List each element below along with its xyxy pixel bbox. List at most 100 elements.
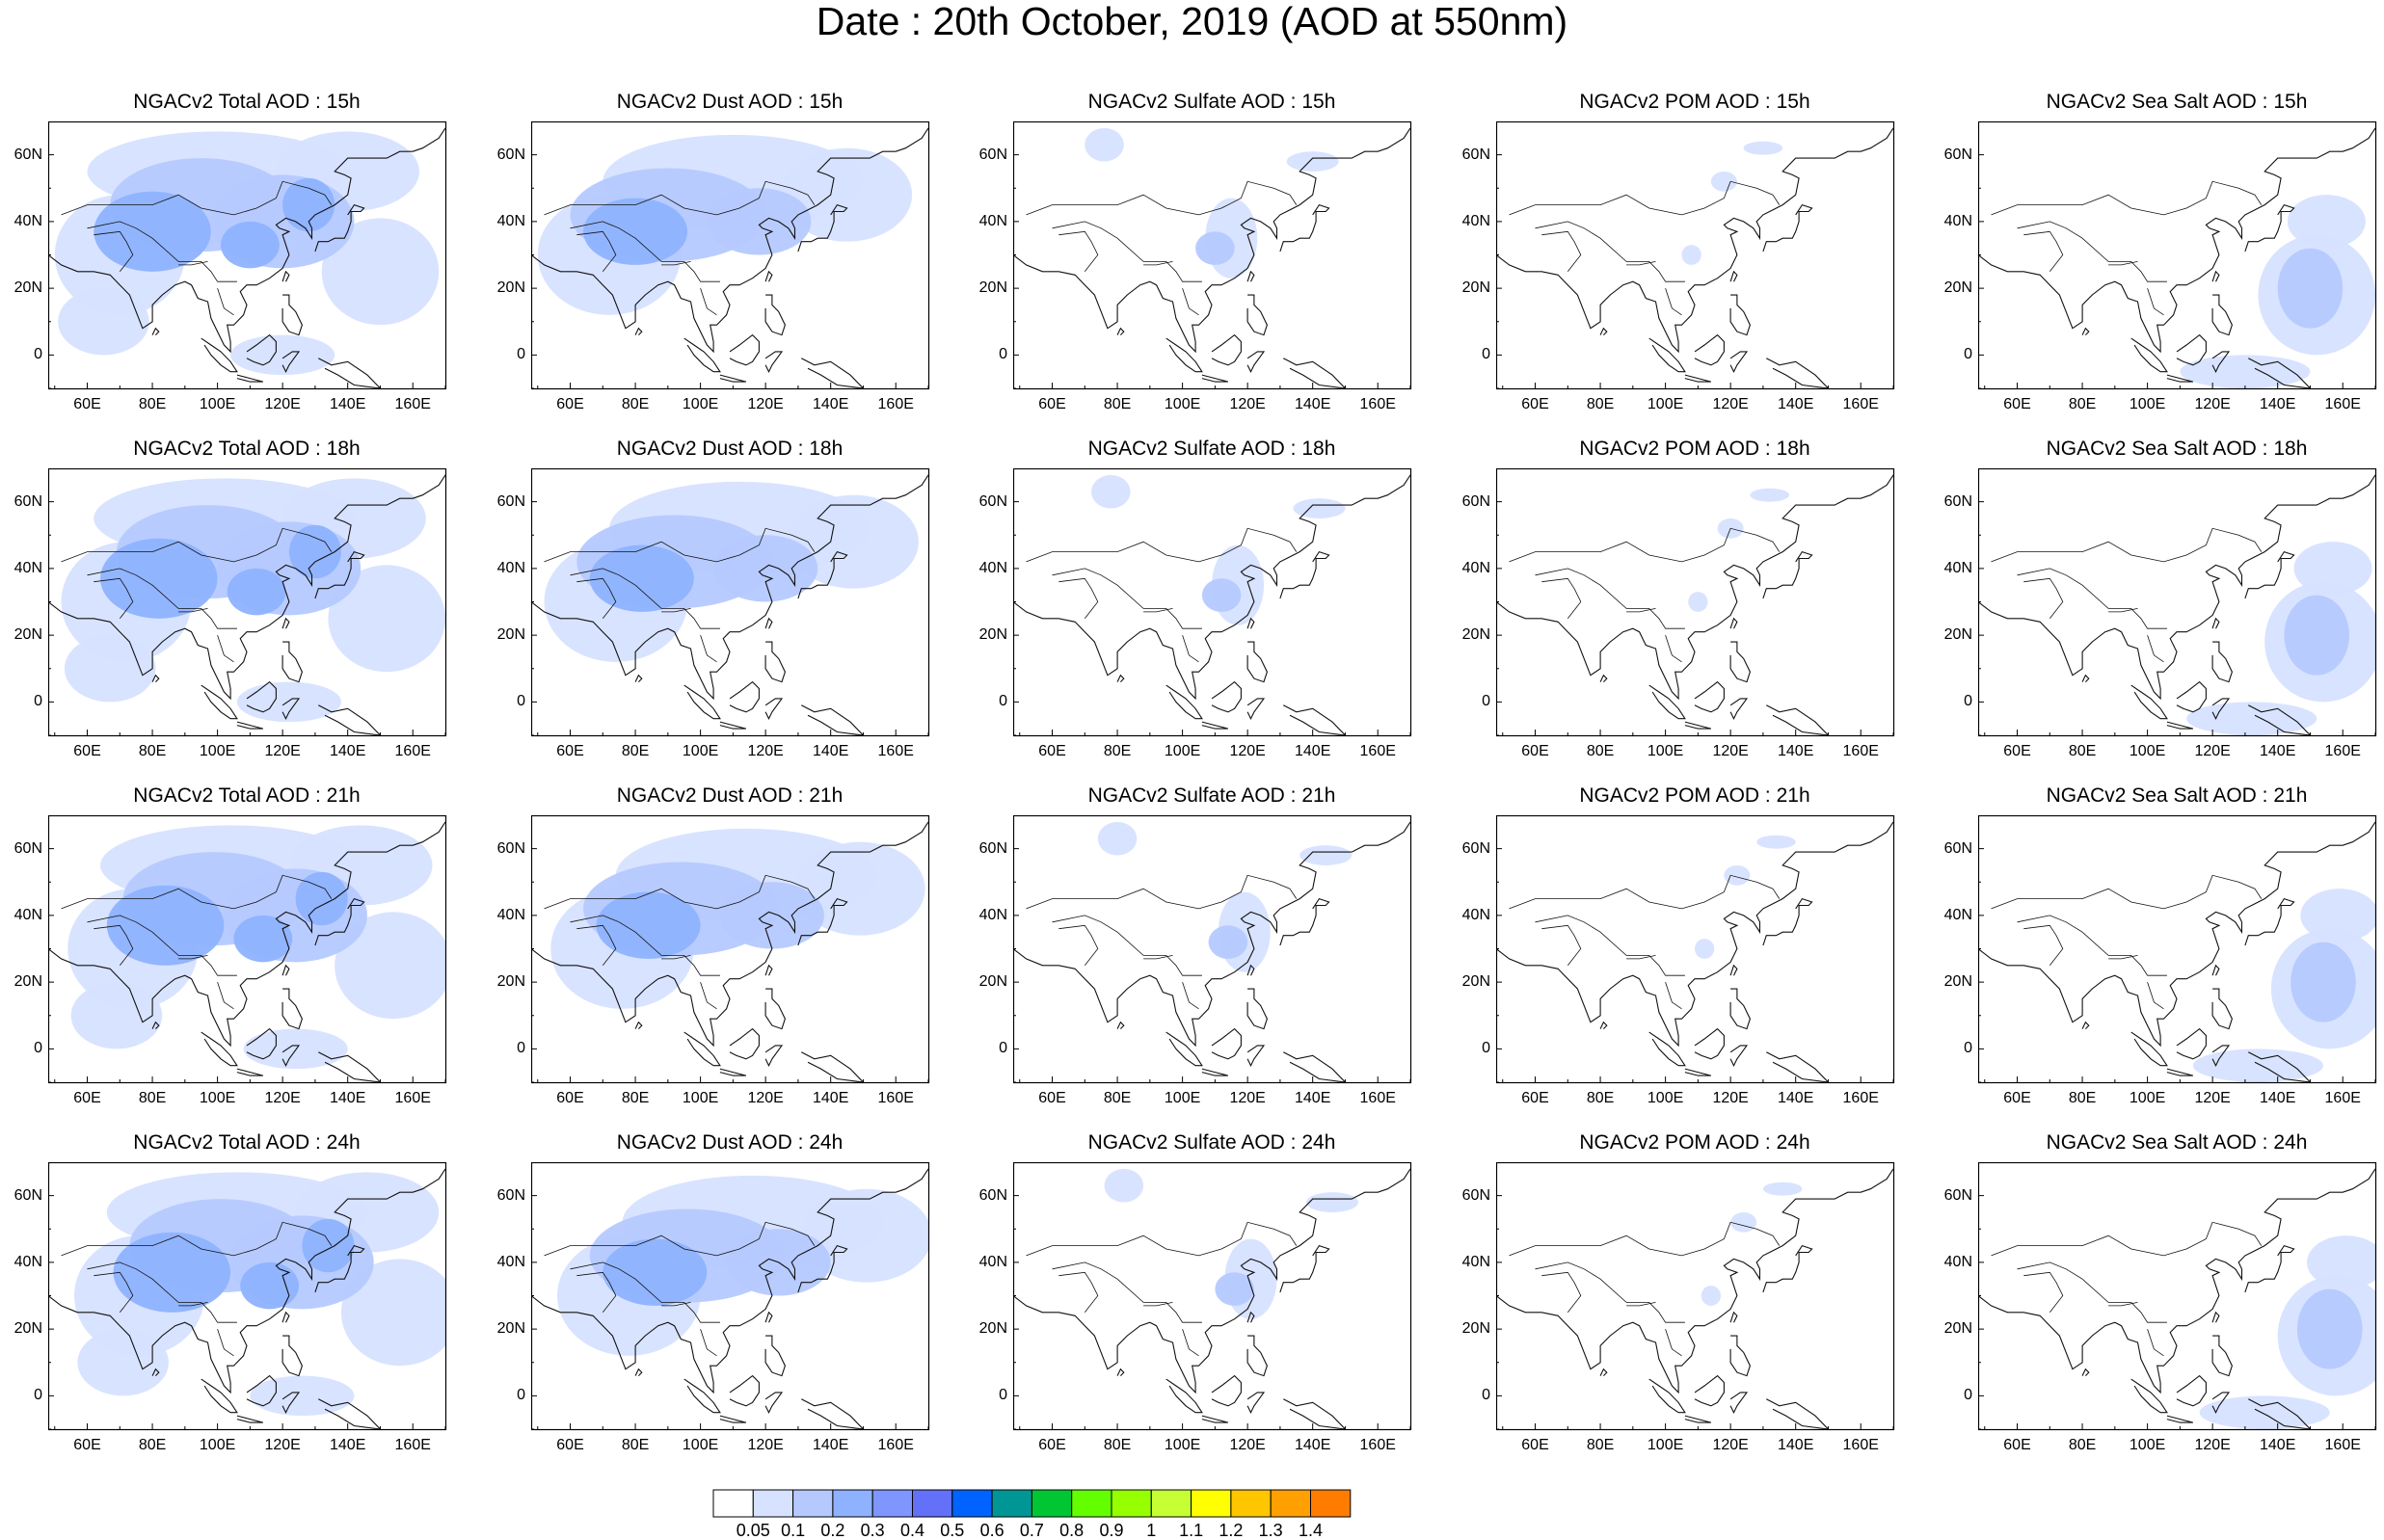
lon-tick-label: 60E	[73, 743, 101, 759]
lon-tick-label: 80E	[621, 1437, 650, 1453]
coastline	[1978, 821, 2375, 1048]
coastline	[1496, 1168, 1893, 1394]
lon-tick-label: 160E	[2324, 1437, 2361, 1453]
lat-tick-label: 0	[1482, 346, 1490, 363]
lon-tick-label: 160E	[877, 1090, 914, 1106]
lat-tick-label: 20N	[496, 1320, 525, 1338]
aod-region	[282, 177, 335, 232]
country-border	[2147, 287, 2164, 316]
lon-tick-label: 80E	[138, 396, 167, 412]
aod-region	[1091, 474, 1131, 509]
aod-region	[113, 1232, 231, 1313]
aod-region	[713, 535, 818, 602]
country-border	[1991, 551, 2044, 563]
coastline	[1246, 698, 1266, 720]
lat-tick-label: 0	[1964, 1040, 1972, 1057]
lat-tick-label: 0	[1964, 693, 1972, 710]
lon-tick-label: 140E	[2260, 396, 2296, 412]
lon-tick-label: 100E	[2129, 396, 2166, 412]
lat-tick-label: 60N	[978, 1186, 1007, 1204]
lat-tick-label: 60N	[1943, 146, 1972, 163]
lon-tick-label: 120E	[2194, 743, 2231, 759]
lat-tick-label: 60N	[1461, 492, 1490, 510]
lat-tick-label: 0	[1482, 693, 1490, 710]
coastline	[719, 1068, 747, 1076]
country-border	[1058, 1271, 1099, 1314]
coastline	[314, 550, 365, 599]
lon-tick-label: 140E	[330, 396, 366, 412]
lat-tick-label: 40N	[1943, 212, 1972, 229]
lat-tick-label: 20N	[13, 279, 42, 297]
aod-region	[2300, 889, 2375, 943]
coastline	[1165, 1378, 1203, 1414]
country-border	[87, 568, 237, 629]
lon-tick-label: 100E	[682, 396, 719, 412]
lon-tick-label: 160E	[1842, 396, 1879, 412]
panel-title: NGACv2 Dust AOD : 21h	[616, 784, 844, 807]
lon-tick-label: 80E	[621, 396, 650, 412]
colorbar-swatch	[832, 1489, 873, 1518]
aod-region	[1097, 821, 1138, 856]
lat-tick-label: 0	[34, 693, 42, 710]
colorbar-swatch	[951, 1489, 993, 1518]
lon-tick-label: 60E	[2003, 1437, 2031, 1453]
country-border	[1665, 981, 1682, 1010]
country-border	[2017, 221, 2167, 282]
aod-region	[240, 1261, 300, 1310]
panel-title: NGACv2 Dust AOD : 18h	[616, 438, 844, 460]
country-border	[570, 221, 720, 282]
coastline	[1116, 1021, 1125, 1029]
country-border	[178, 608, 208, 613]
colorbar-swatch	[1111, 1489, 1152, 1518]
country-border	[1078, 180, 1298, 216]
lat-tick-label: 20N	[13, 626, 42, 644]
map-panel-pom-21h: NGACv2 POM AOD : 21h 60E 80E 100E 120E 140E 16…	[1462, 781, 1978, 1128]
lon-tick-label: 100E	[199, 743, 236, 759]
coastline	[2211, 617, 2220, 629]
lon-tick-label: 80E	[2068, 1437, 2097, 1453]
country-border	[661, 261, 691, 266]
lat-tick-label: 20N	[1943, 1320, 1972, 1338]
lon-tick-label: 80E	[1586, 396, 1615, 412]
country-border	[2147, 1328, 2164, 1357]
lat-tick-label: 60N	[978, 492, 1007, 510]
lon-tick-label: 60E	[1038, 1090, 1066, 1106]
coastline	[764, 1335, 786, 1377]
aod-region	[100, 538, 218, 619]
lat-tick-label: 20N	[1461, 626, 1490, 644]
coastline	[1013, 1168, 1410, 1394]
coastline	[1246, 617, 1255, 629]
coastline	[1116, 327, 1125, 335]
aod-region	[801, 1188, 928, 1283]
map-panel-seasalt-24h: NGACv2 Sea Salt AOD : 24h 60E 80E 100E 120E 1…	[1944, 1128, 2384, 1474]
lon-tick-label: 60E	[556, 396, 584, 412]
lon-tick-label: 120E	[1229, 743, 1266, 759]
aod-region	[707, 188, 812, 255]
coastline	[764, 270, 773, 282]
country-border	[94, 230, 134, 273]
lon-tick-label: 140E	[1778, 1437, 1814, 1453]
coastline	[1201, 721, 1229, 730]
colorbar-swatch	[1270, 1489, 1311, 1518]
country-border	[576, 230, 617, 273]
coastline	[1283, 1051, 1347, 1082]
lat-tick-label: 0	[517, 346, 525, 363]
coastline	[1283, 1398, 1347, 1429]
lat-tick-label: 20N	[978, 1320, 1007, 1338]
aod-region	[2277, 248, 2344, 329]
coastline	[1729, 1335, 1751, 1377]
lon-tick-label: 120E	[1229, 1090, 1266, 1106]
lat-tick-label: 60N	[1943, 1186, 1972, 1204]
coastline	[48, 474, 445, 701]
aod-map	[1496, 121, 1895, 390]
lat-tick-label: 40N	[1461, 212, 1490, 229]
coastline	[2081, 1021, 2090, 1029]
coastline	[2081, 1367, 2090, 1376]
coastline	[2211, 294, 2233, 336]
coastline	[201, 337, 238, 373]
lon-tick-label: 60E	[1038, 743, 1066, 759]
coastline	[1648, 1378, 1686, 1414]
lon-tick-label: 120E	[1712, 396, 1749, 412]
aod-region	[794, 841, 925, 936]
country-border	[544, 1245, 597, 1257]
